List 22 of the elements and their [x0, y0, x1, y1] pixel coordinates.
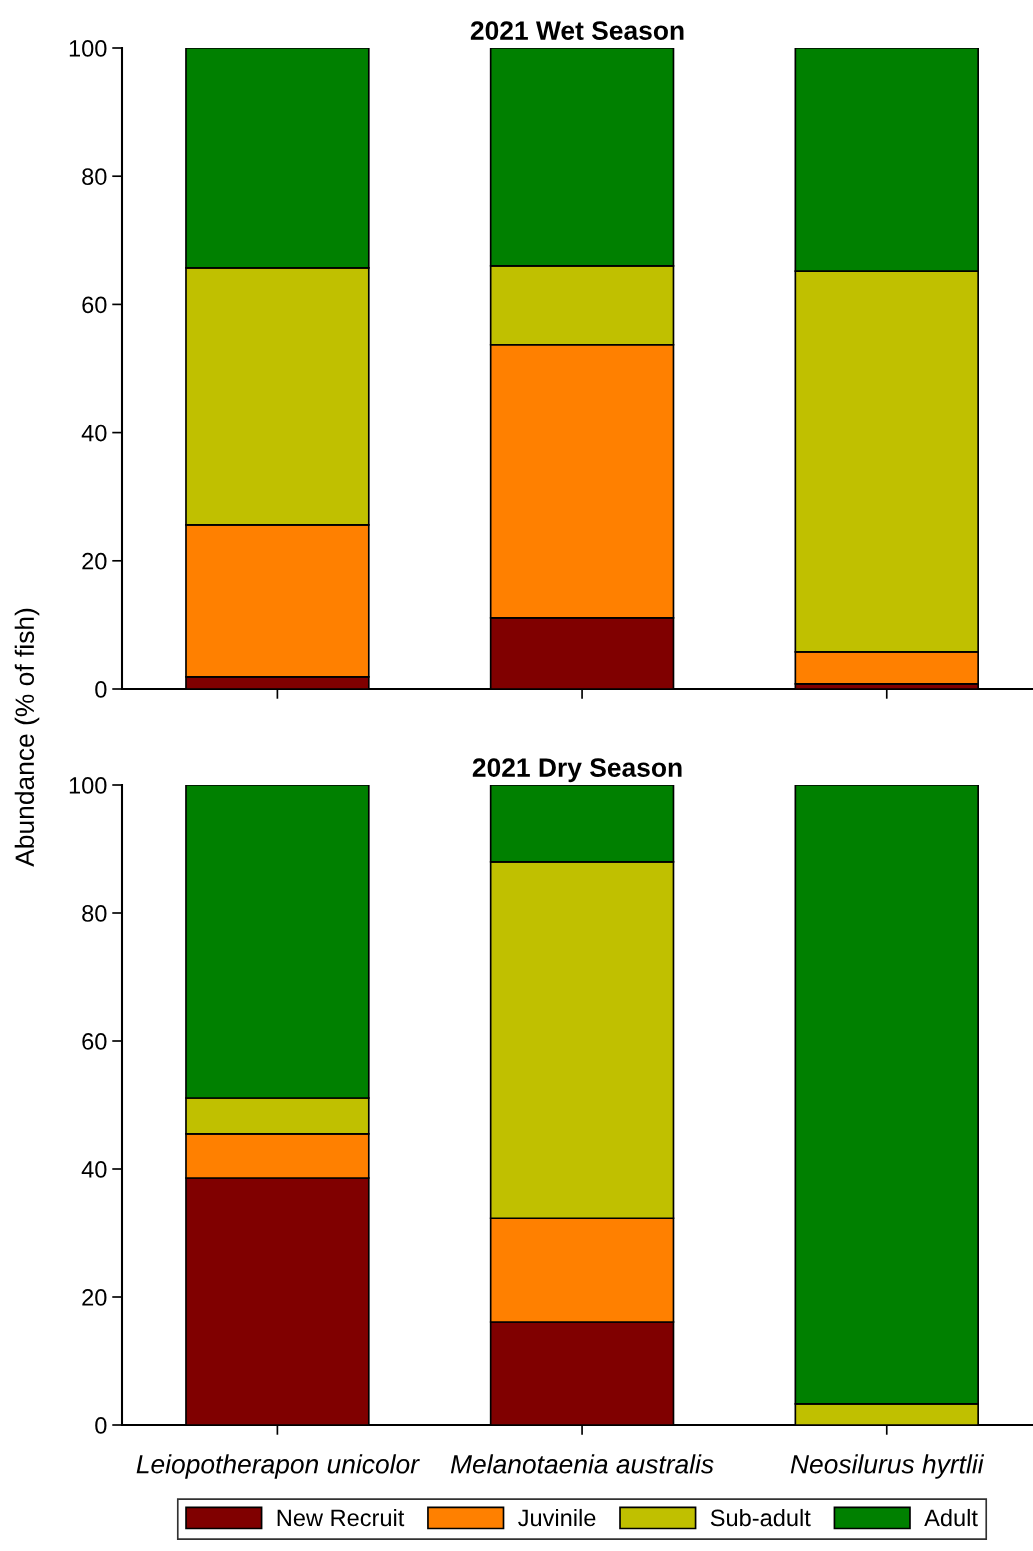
- y-tick-label: 40: [81, 424, 107, 442]
- chart-title: 2021 Wet Season: [470, 21, 684, 40]
- x-tick-label: Leiopotherapon unicolor: [136, 1454, 420, 1479]
- y-tick-label: 80: [82, 168, 107, 185]
- y-tick-label: 60: [82, 296, 107, 314]
- y-tick-label: 0: [95, 1417, 107, 1434]
- y-tick-label: 0: [95, 681, 107, 698]
- x-tick-label: Melanotaenia australis: [450, 1454, 714, 1474]
- y-tick-label: 20: [82, 1289, 107, 1306]
- y-axis-title: Abundance (% of fish): [14, 608, 40, 867]
- y-tick-label: 20: [82, 552, 107, 570]
- legend-label: Juvinile: [518, 1508, 596, 1527]
- y-tick-label: 100: [69, 40, 107, 57]
- legend-label: Sub-adult: [710, 1508, 811, 1527]
- y-tick-label: 100: [69, 777, 107, 794]
- y-tick-label: 60: [82, 1033, 107, 1050]
- y-tick-label: 80: [82, 905, 107, 922]
- legend-label: New Recruit: [277, 1508, 405, 1527]
- chart-title: 2021 Dry Season: [472, 758, 682, 783]
- y-tick-label: 40: [81, 1161, 107, 1178]
- x-tick-label: Neosilurus hyrtlii: [790, 1454, 985, 1479]
- legend-label: Adult: [924, 1508, 978, 1527]
